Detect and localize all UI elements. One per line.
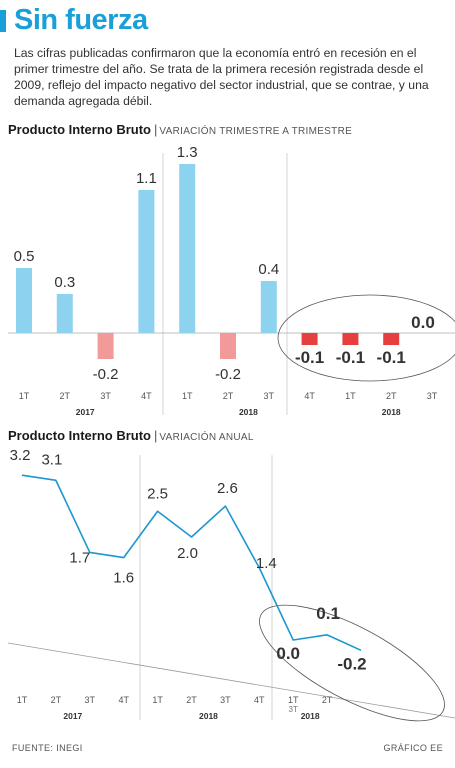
chart2-year-label: 2018 [301, 711, 320, 721]
chart2-data-label: 3.2 [10, 447, 31, 464]
title-accent-bar [0, 10, 6, 32]
chart1-data-label: -0.2 [93, 366, 119, 383]
credit-note: GRÁFICO EE [383, 743, 443, 753]
chart2-tick-label: 2T [51, 695, 62, 705]
chart1-data-label: 0.0 [411, 313, 435, 332]
chart1-year-label: 2018 [239, 407, 258, 417]
chart1-bar [383, 333, 400, 345]
chart1-bar [220, 333, 236, 359]
chart2-tick-label: 2T [186, 695, 197, 705]
chart2-data-label: 0.0 [276, 644, 300, 663]
chart2-data-label: 1.6 [113, 570, 134, 587]
chart1-tick-label: 1T [19, 391, 30, 401]
chart2-series-line [21, 474, 362, 652]
chart1-bar [56, 294, 73, 333]
chart2-tick-label: 3T [220, 695, 231, 705]
chart2-tick-label: 4T [118, 695, 129, 705]
chart2-data-label: 2.5 [147, 485, 168, 502]
chart2-data-label: 1.4 [256, 555, 277, 572]
chart2-tick-label: 1T [17, 695, 28, 705]
chart1-data-label: -0.1 [377, 348, 406, 367]
chart1-data-label: 0.3 [54, 274, 75, 291]
chart1-bar [97, 333, 114, 359]
chart2-subtitle: VARIACIÓN ANUAL [159, 432, 254, 443]
chart2-tick-label: 1T [288, 695, 299, 705]
chart1-tick-label: 2T [223, 391, 234, 401]
chart1-tick-label: 2T [60, 391, 71, 401]
chart2-title: Producto Interno Bruto [8, 428, 151, 443]
chart2-highlight-ellipse [259, 604, 445, 722]
chart2-tick-label: 4T [254, 695, 265, 705]
chart1-tick-label: 3T [100, 391, 111, 401]
chart2-tick-label: 1T [152, 695, 163, 705]
chart1-tick-label: 3T [427, 391, 438, 401]
chart2-extra-tick-label: 3T [289, 705, 298, 714]
chart1-highlight-ellipse [277, 294, 455, 382]
chart1-data-label: -0.2 [215, 366, 241, 383]
chart2-data-label: -0.2 [337, 654, 366, 673]
chart1-heading-separator: | [154, 122, 158, 137]
chart2-year-label: 2018 [199, 711, 218, 721]
chart2-reference-line [7, 642, 455, 719]
chart1-bar [301, 333, 318, 345]
chart1-data-label: 1.3 [177, 144, 198, 161]
chart1-data-label: 1.1 [136, 170, 157, 187]
page-title: Sin fuerza [14, 4, 148, 36]
chart1-bar [342, 333, 359, 345]
chart1-tick-label: 1T [345, 391, 356, 401]
chart2-heading-separator: | [154, 428, 158, 443]
chart1-bar [138, 190, 155, 333]
chart2-data-label: 3.1 [41, 451, 62, 468]
chart1-tick-label: 2T [386, 391, 397, 401]
chart1-bar [260, 281, 277, 333]
chart2-data-label: 2.0 [177, 545, 198, 562]
chart1-title: Producto Interno Bruto [8, 122, 151, 137]
chart2-year-label: 2017 [63, 711, 82, 721]
intro-text: Las cifras publicadas confirmaron que la… [14, 46, 429, 108]
chart1-bar [16, 268, 32, 333]
chart2-data-label: 2.6 [217, 480, 238, 497]
chart2-tick-label: 2T [322, 695, 333, 705]
chart1-tick-label: 4T [304, 391, 315, 401]
source-note: FUENTE: INEGI [12, 743, 83, 753]
chart1-data-label: -0.1 [336, 348, 365, 367]
chart1-year-label: 2017 [76, 407, 95, 417]
chart1-tick-label: 1T [182, 391, 193, 401]
chart1-heading: Producto Interno Bruto | VARIACIÓN TRIMEST… [8, 122, 352, 137]
chart2-data-label: 0.1 [316, 604, 340, 623]
chart1-tick-label: 3T [264, 391, 275, 401]
chart1-subtitle: VARIACIÓN TRIMESTRE A TRIMESTRE [159, 126, 353, 137]
chart1-tick-label: 4T [141, 391, 152, 401]
chart2-data-label: 1.7 [69, 549, 90, 566]
chart1-data-label: 0.5 [14, 248, 35, 265]
chart2-tick-label: 3T [85, 695, 96, 705]
chart2-heading: Producto Interno Bruto | VARIACIÓN ANUAL [8, 428, 254, 443]
chart1-bar [179, 164, 196, 333]
chart1-year-label: 2018 [382, 407, 401, 417]
chart1-data-label: 0.4 [258, 261, 279, 278]
chart1-data-label: -0.1 [295, 348, 324, 367]
